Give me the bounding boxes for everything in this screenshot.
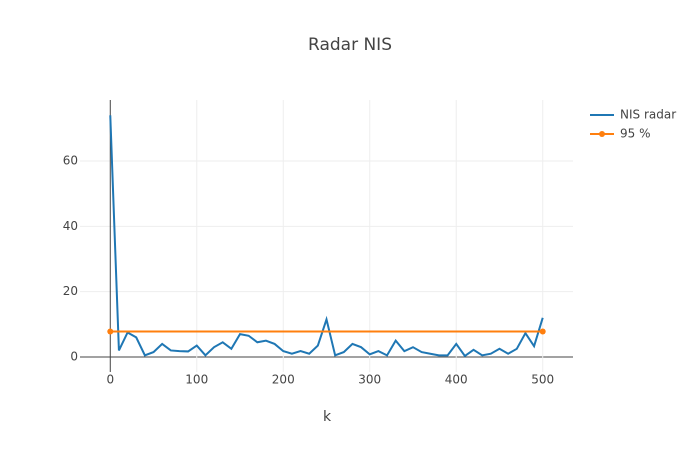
legend-label: 95 % <box>620 127 651 141</box>
marker <box>107 328 114 335</box>
x-tick-label: 0 <box>106 373 114 387</box>
y-tick-label: 40 <box>63 219 78 233</box>
marker <box>539 328 546 335</box>
x-tick-label: 500 <box>531 373 554 387</box>
legend-marker <box>599 131 605 137</box>
chart-title: Radar NIS <box>308 35 392 55</box>
y-tick-label: 0 <box>70 349 78 363</box>
x-tick-label: 400 <box>445 373 468 387</box>
y-tick-label: 60 <box>63 154 78 168</box>
x-tick-label: 300 <box>358 373 381 387</box>
x-tick-label: 100 <box>185 373 208 387</box>
x-tick-label: 200 <box>272 373 295 387</box>
legend-label: NIS radar <box>620 108 676 122</box>
x-axis-title: k <box>323 409 332 425</box>
y-tick-label: 20 <box>63 284 78 298</box>
series-line <box>109 115 544 358</box>
